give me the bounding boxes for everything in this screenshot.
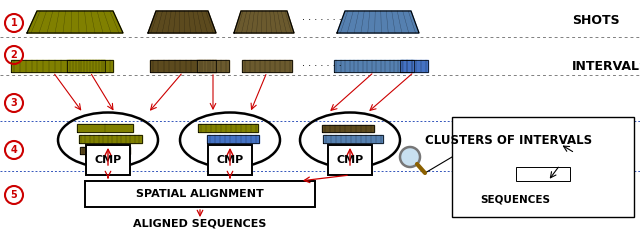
Text: 3: 3 — [11, 98, 17, 108]
FancyBboxPatch shape — [86, 145, 130, 175]
Polygon shape — [328, 147, 368, 154]
Polygon shape — [465, 129, 621, 145]
Text: 1: 1 — [11, 18, 17, 28]
Polygon shape — [207, 135, 259, 143]
Polygon shape — [322, 125, 374, 132]
FancyBboxPatch shape — [208, 145, 252, 175]
Circle shape — [400, 147, 420, 167]
Polygon shape — [80, 147, 130, 154]
Text: INTERVALS: INTERVALS — [572, 59, 640, 72]
Polygon shape — [79, 135, 141, 143]
Text: 2: 2 — [11, 50, 17, 60]
Polygon shape — [77, 124, 133, 132]
Text: SEQUENCES: SEQUENCES — [480, 195, 550, 205]
FancyBboxPatch shape — [516, 167, 570, 181]
Polygon shape — [198, 124, 258, 132]
Text: CMP: CMP — [94, 155, 122, 165]
Text: · · · · · · ·: · · · · · · · — [302, 15, 342, 25]
Text: 5: 5 — [11, 190, 17, 200]
Polygon shape — [400, 60, 428, 72]
Polygon shape — [11, 60, 105, 72]
Polygon shape — [334, 60, 414, 72]
Text: · · · · · · ·: · · · · · · · — [302, 61, 342, 71]
Text: CMP: CMP — [337, 155, 364, 165]
Polygon shape — [323, 135, 383, 143]
FancyBboxPatch shape — [328, 145, 372, 175]
Polygon shape — [242, 60, 292, 72]
Text: CMP: CMP — [216, 155, 244, 165]
Polygon shape — [27, 11, 123, 33]
FancyBboxPatch shape — [452, 117, 634, 217]
Polygon shape — [150, 60, 216, 72]
Text: SHOTS: SHOTS — [572, 14, 620, 27]
Text: SPATIAL ALIGNMENT: SPATIAL ALIGNMENT — [136, 189, 264, 199]
Polygon shape — [197, 60, 229, 72]
Text: ALIGNED SEQUENCES: ALIGNED SEQUENCES — [133, 219, 267, 229]
Text: CLUSTERS OF INTERVALS: CLUSTERS OF INTERVALS — [425, 134, 592, 147]
Text: 4: 4 — [11, 145, 17, 155]
Polygon shape — [148, 11, 216, 33]
Polygon shape — [337, 11, 419, 33]
Polygon shape — [209, 147, 247, 154]
Polygon shape — [67, 60, 113, 72]
Polygon shape — [456, 163, 630, 185]
FancyBboxPatch shape — [85, 181, 315, 207]
Polygon shape — [234, 11, 294, 33]
